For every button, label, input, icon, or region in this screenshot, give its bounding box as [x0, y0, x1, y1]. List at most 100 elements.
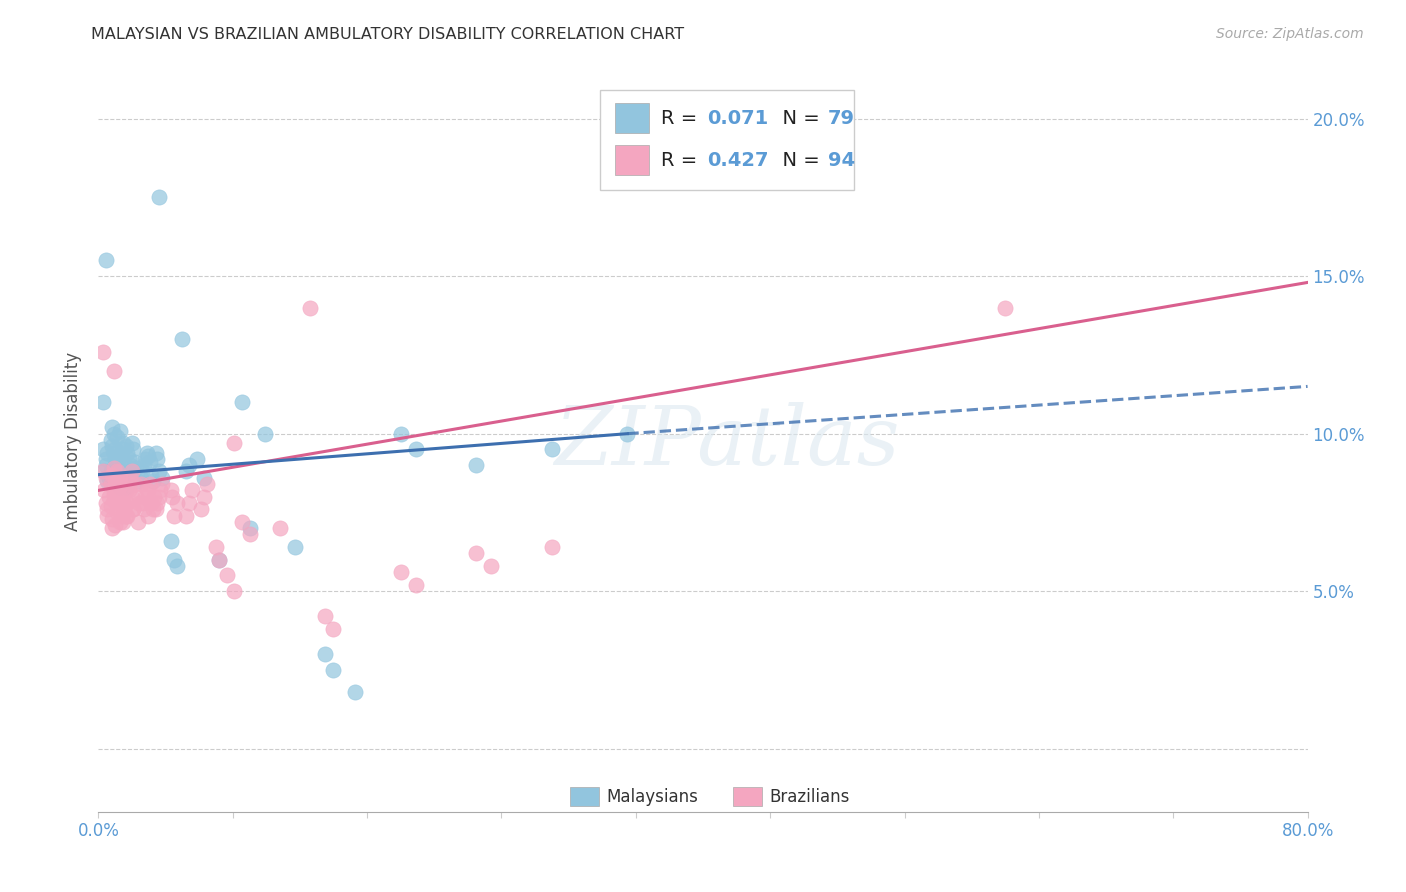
Point [101, 439, 124, 453]
Text: N =: N = [769, 109, 825, 128]
Point [108, 480, 131, 494]
Point [616, 426, 638, 441]
Text: 94: 94 [828, 151, 855, 169]
Point [114, 439, 136, 453]
Point [131, 465, 153, 479]
Point [145, 445, 167, 459]
Point [110, 496, 132, 510]
Point [94, 458, 117, 472]
Point [239, 521, 262, 535]
Point [118, 465, 141, 479]
Point [163, 508, 186, 523]
Point [118, 483, 141, 498]
Point [96, 508, 118, 523]
Point [104, 518, 127, 533]
Point [96, 445, 118, 459]
Point [91, 442, 114, 457]
Point [134, 451, 156, 466]
Point [104, 477, 127, 491]
Point [105, 455, 128, 469]
Point [163, 552, 186, 566]
Point [125, 461, 148, 475]
Point [127, 474, 149, 488]
Point [104, 442, 127, 457]
Point [389, 426, 412, 441]
Point [108, 424, 131, 438]
Point [112, 455, 135, 469]
Point [94, 253, 117, 268]
Point [91, 395, 114, 409]
Point [121, 465, 143, 479]
Point [135, 483, 157, 498]
Point [405, 442, 427, 457]
Point [114, 508, 136, 523]
Point [540, 442, 562, 457]
Point [389, 566, 412, 580]
Point [145, 502, 167, 516]
Point [224, 436, 246, 450]
Point [122, 442, 145, 457]
Point [100, 499, 122, 513]
Text: R =: R = [661, 109, 703, 128]
Point [148, 190, 170, 204]
Point [208, 552, 231, 566]
Point [111, 442, 134, 457]
Text: R =: R = [661, 151, 703, 169]
Point [96, 474, 118, 488]
Point [215, 568, 238, 582]
Point [98, 471, 121, 485]
Point [160, 483, 183, 498]
Point [94, 451, 117, 466]
Point [132, 458, 155, 472]
Point [181, 483, 204, 498]
Point [205, 540, 228, 554]
Point [134, 490, 156, 504]
Point [142, 474, 165, 488]
Point [100, 433, 122, 447]
Point [322, 622, 344, 636]
Point [465, 458, 488, 472]
Point [129, 477, 152, 491]
FancyBboxPatch shape [614, 145, 648, 175]
Point [105, 505, 128, 519]
Point [148, 465, 170, 479]
Point [107, 502, 129, 516]
FancyBboxPatch shape [569, 788, 599, 805]
Point [108, 515, 131, 529]
Point [129, 471, 152, 485]
Point [111, 515, 134, 529]
Point [141, 496, 163, 510]
Point [94, 471, 117, 485]
Point [104, 474, 127, 488]
Text: Malaysians: Malaysians [606, 788, 699, 805]
Text: MALAYSIAN VS BRAZILIAN AMBULATORY DISABILITY CORRELATION CHART: MALAYSIAN VS BRAZILIAN AMBULATORY DISABI… [91, 27, 685, 42]
Point [208, 552, 231, 566]
Point [105, 465, 128, 479]
Point [118, 451, 141, 466]
Point [146, 451, 169, 466]
Point [314, 647, 336, 661]
Point [128, 496, 150, 510]
Point [100, 477, 122, 491]
Point [136, 483, 159, 498]
Point [103, 461, 125, 475]
Point [148, 490, 170, 504]
Point [314, 609, 336, 624]
Point [112, 502, 135, 516]
Point [162, 490, 184, 504]
Point [170, 332, 193, 346]
Point [91, 344, 114, 359]
Point [91, 465, 114, 479]
Point [108, 471, 131, 485]
Text: Brazilians: Brazilians [769, 788, 849, 805]
Point [101, 467, 124, 482]
Point [115, 445, 138, 459]
Point [269, 521, 291, 535]
Point [125, 490, 148, 504]
Point [141, 467, 163, 482]
Point [108, 474, 131, 488]
Point [253, 426, 276, 441]
Point [103, 492, 125, 507]
Point [193, 471, 215, 485]
Point [98, 490, 121, 504]
